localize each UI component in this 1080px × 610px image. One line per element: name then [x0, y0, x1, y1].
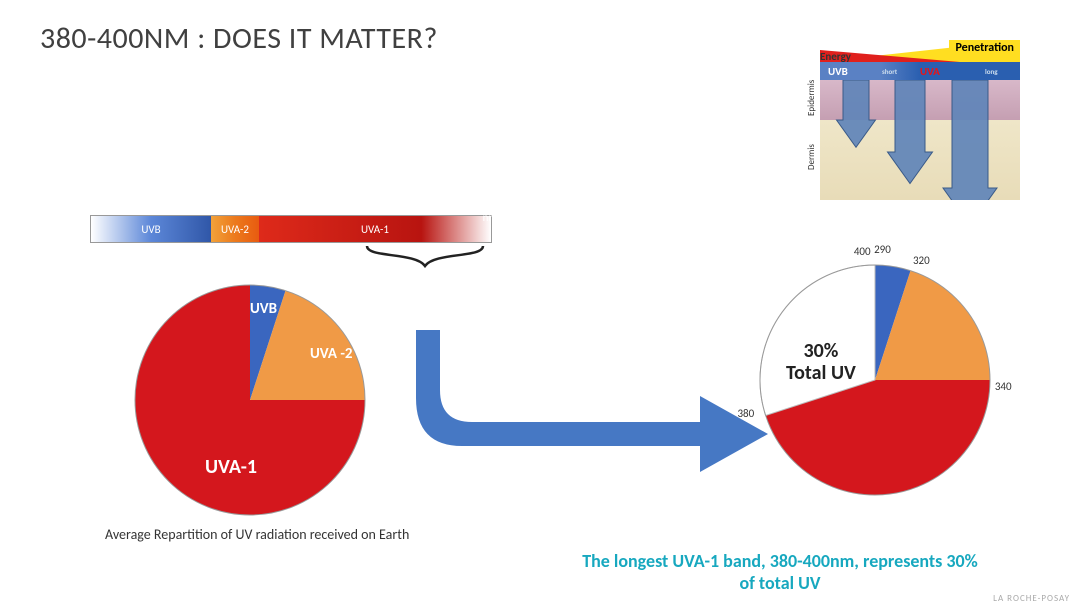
brand-watermark: LA ROCHE-POSAY: [993, 593, 1070, 604]
epidermis-label: Epidermis: [806, 80, 817, 116]
energy-label: Energy: [820, 50, 851, 63]
dermis-label: Dermis: [806, 144, 817, 170]
spectrum-band-uva-1: UVA-1: [259, 216, 491, 242]
big-arrow-icon: [410, 330, 770, 500]
penetration-diagram: Penetration Energy UVB UVA short long Ep…: [820, 40, 1020, 205]
pen-long-label: long: [985, 67, 998, 76]
pie-outer-tick: 400: [854, 245, 871, 258]
spectrum-tick: 340: [251, 198, 268, 211]
pie-slice-label: UVA -2: [310, 345, 353, 363]
page-title: 380-400NM : DOES IT MATTER?: [40, 20, 438, 57]
pie-outer-tick: 320: [913, 254, 930, 267]
spectrum-band-uvb: UVB: [91, 216, 211, 242]
spectrum-tick: 380: [379, 198, 396, 211]
pen-uva-label: UVA: [920, 65, 940, 78]
spectrum-tick: 320: [203, 198, 220, 211]
penetration-uv-bar: UVB UVA short long: [820, 62, 1020, 80]
spectrum-band-uva-2: UVA-2: [211, 216, 259, 242]
brace-icon: [365, 244, 485, 272]
spectrum-tick: 290: [83, 198, 100, 211]
pie-slice-label: UVB: [250, 300, 277, 318]
pie-outer-tick: 380: [737, 407, 754, 420]
left-pie-caption: Average Repartition of UV radiation rece…: [105, 526, 409, 543]
uv-spectrum-bar: UVBUVA-2UVA-1290320340380400 nm: [90, 215, 492, 243]
pie-right-highlight-text: 30%Total UV: [786, 340, 856, 384]
right-pie-caption: The longest UVA-1 band, 380-400nm, repre…: [580, 550, 980, 594]
penetration-label: Penetration: [949, 40, 1020, 56]
penetration-arrows: [820, 80, 1020, 200]
pen-uvb-label: UVB: [828, 65, 848, 78]
skin-cross-section: Epidermis Dermis: [820, 80, 1020, 200]
spectrum-tick: 400 nm: [483, 198, 500, 224]
pie-outer-tick: 290: [874, 243, 891, 256]
pie-outer-tick: 340: [995, 380, 1012, 393]
pie-slice-label: UVA-1: [205, 455, 257, 479]
pen-short-label: short: [882, 67, 897, 76]
